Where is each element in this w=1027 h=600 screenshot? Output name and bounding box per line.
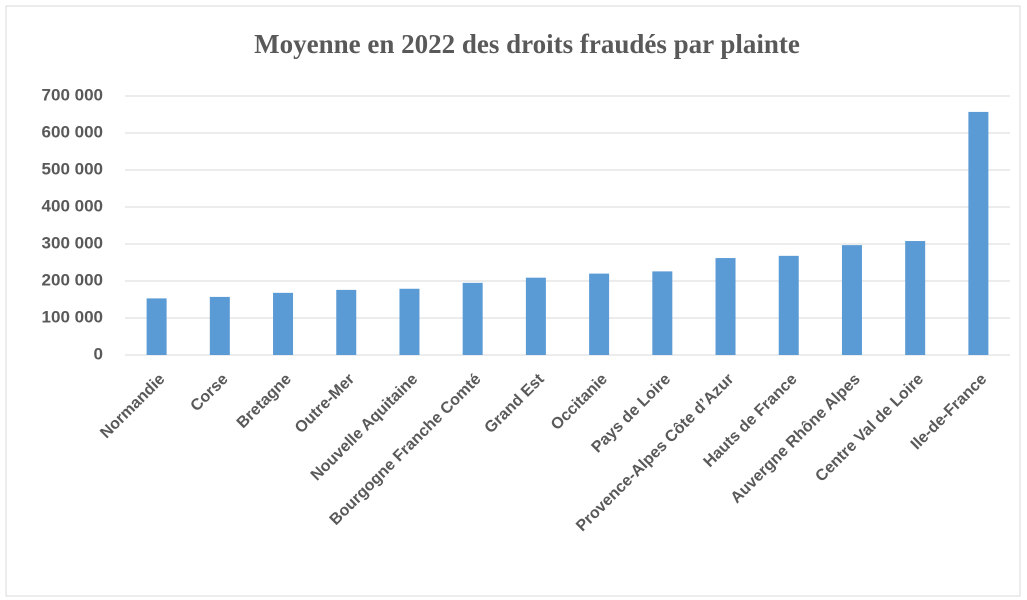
y-tick-label: 600 000 (42, 122, 103, 141)
y-tick-label: 0 (94, 344, 103, 363)
bar (209, 296, 230, 355)
bar (715, 258, 736, 355)
y-tick-label: 700 000 (42, 85, 103, 104)
y-tick-label: 300 000 (42, 233, 103, 252)
bar (589, 273, 610, 355)
bar (273, 292, 294, 355)
y-tick-label: 200 000 (42, 270, 103, 289)
bar (841, 245, 862, 355)
y-tick-label: 400 000 (42, 196, 103, 215)
y-tick-label: 500 000 (42, 159, 103, 178)
bar (399, 288, 420, 355)
bar (905, 241, 926, 355)
bar (968, 111, 989, 355)
chart-title: Moyenne en 2022 des droits fraudés par p… (254, 29, 800, 59)
bar (336, 289, 357, 355)
bar (778, 255, 799, 355)
bar (146, 298, 167, 355)
y-tick-label: 100 000 (42, 307, 103, 326)
bar (652, 271, 673, 355)
bar (462, 282, 483, 355)
bar (525, 277, 546, 355)
